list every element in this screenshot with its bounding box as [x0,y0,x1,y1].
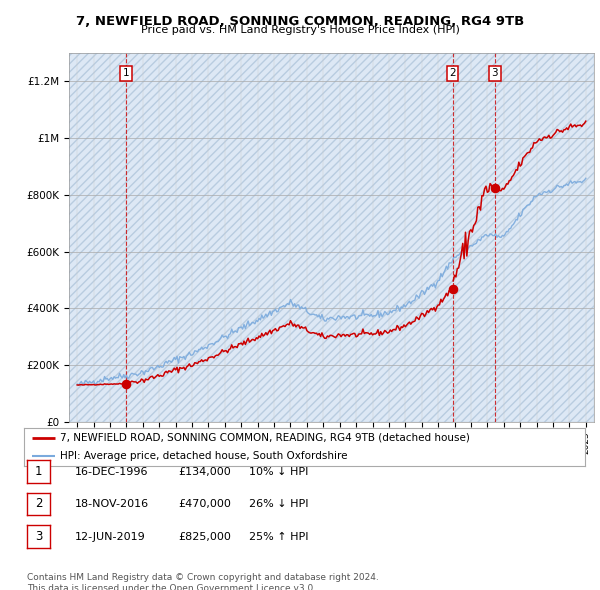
Text: £134,000: £134,000 [178,467,231,477]
Text: 26% ↓ HPI: 26% ↓ HPI [249,500,308,509]
Text: Contains HM Land Registry data © Crown copyright and database right 2024.
This d: Contains HM Land Registry data © Crown c… [27,573,379,590]
Text: 16-DEC-1996: 16-DEC-1996 [75,467,149,477]
Text: 3: 3 [35,530,42,543]
Text: 12-JUN-2019: 12-JUN-2019 [75,532,146,542]
Point [490,183,500,192]
Text: 1: 1 [122,68,129,78]
Text: £825,000: £825,000 [178,532,231,542]
Text: 7, NEWFIELD ROAD, SONNING COMMON, READING, RG4 9TB (detached house): 7, NEWFIELD ROAD, SONNING COMMON, READIN… [61,432,470,442]
Text: 2: 2 [449,68,456,78]
Point [121,379,131,389]
Text: Price paid vs. HM Land Registry's House Price Index (HPI): Price paid vs. HM Land Registry's House … [140,25,460,35]
Text: 10% ↓ HPI: 10% ↓ HPI [249,467,308,477]
Text: 3: 3 [491,68,498,78]
Text: 18-NOV-2016: 18-NOV-2016 [75,500,149,509]
Text: 7, NEWFIELD ROAD, SONNING COMMON, READING, RG4 9TB: 7, NEWFIELD ROAD, SONNING COMMON, READIN… [76,15,524,28]
Point [448,284,457,293]
Text: 1: 1 [35,465,42,478]
Text: 25% ↑ HPI: 25% ↑ HPI [249,532,308,542]
Text: £470,000: £470,000 [178,500,231,509]
Text: HPI: Average price, detached house, South Oxfordshire: HPI: Average price, detached house, Sout… [61,451,348,461]
Text: 2: 2 [35,497,42,510]
